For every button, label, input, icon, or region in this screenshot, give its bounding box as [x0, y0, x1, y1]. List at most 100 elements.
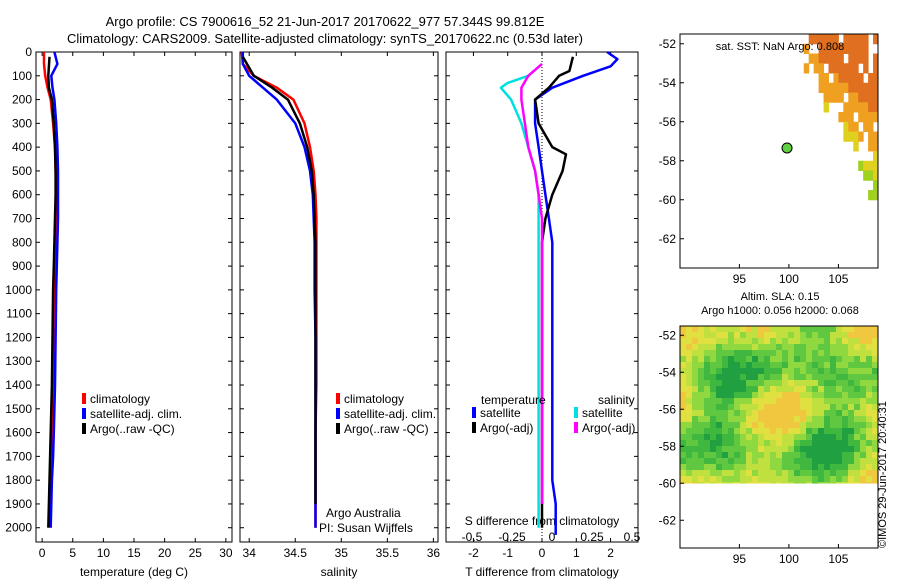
sla-cell: [704, 422, 711, 429]
sst-cell: [843, 131, 849, 142]
sla-cell: [860, 386, 867, 393]
sla-cell: [686, 380, 693, 387]
sla-cell: [734, 476, 741, 483]
sla-cell: [716, 368, 723, 375]
sla-cell: [734, 470, 741, 477]
salinity-xtick-label: 35.5: [376, 546, 400, 560]
sla-cell: [716, 350, 723, 357]
sla-cell: [734, 326, 741, 333]
sla-cell: [800, 476, 807, 483]
sst-cell: [813, 34, 820, 45]
sla-cell: [806, 332, 813, 339]
salinity-legend-swatch: [336, 393, 340, 404]
sla-cell: [872, 332, 879, 339]
sla-cell: [836, 464, 843, 471]
sla-cell: [824, 452, 831, 459]
sla-cell: [758, 356, 765, 363]
sst-cell: [868, 121, 874, 132]
sla-cell: [704, 344, 711, 351]
sla-cell: [722, 344, 729, 351]
sla-cell: [782, 446, 789, 453]
sla-cell: [800, 410, 807, 417]
sla-cell: [866, 374, 873, 381]
sla-cell: [842, 458, 849, 465]
sst-cell: [823, 82, 829, 93]
sla-cell: [842, 416, 849, 423]
sla-cell: [818, 332, 825, 339]
sla-cell: [698, 434, 705, 441]
sla-cell: [722, 482, 729, 484]
sla-cell: [764, 326, 771, 333]
sst-cell: [838, 92, 844, 103]
sla-cell: [746, 398, 753, 405]
sla-cell: [794, 332, 801, 339]
temperature-xtick-label: 5: [69, 546, 76, 560]
sla-cell: [848, 464, 855, 471]
sla-cell: [704, 392, 711, 399]
depth-tick-label: 1000: [5, 283, 32, 297]
figure-title-line2: Climatology: CARS2009. Satellite-adjuste…: [67, 31, 583, 46]
sst-cell: [863, 160, 869, 171]
sla-cell: [872, 470, 879, 477]
sla-cell: [764, 344, 771, 351]
sla-cell: [680, 470, 687, 477]
pi-annotation: PI: Susan Wijffels: [319, 521, 413, 535]
sla-cell: [716, 380, 723, 387]
sla-cell: [722, 470, 729, 477]
sst-cell: [818, 82, 825, 93]
sla-cell: [710, 410, 717, 417]
difference-axis-label: T difference from climatology: [465, 565, 619, 579]
sla-cell: [770, 338, 777, 345]
sla-cell: [734, 482, 741, 484]
sla-cell: [734, 428, 741, 435]
sla-cell: [788, 464, 795, 471]
sla-cell: [836, 362, 843, 369]
sla-cell: [806, 404, 813, 411]
sla-cell: [818, 350, 825, 357]
sla-cell: [770, 464, 777, 471]
sla-cell: [824, 374, 831, 381]
sla-cell: [854, 404, 861, 411]
sla-cell: [698, 332, 705, 339]
sla-cell: [722, 392, 729, 399]
sla-cell: [872, 410, 879, 417]
sla-map-ytick-label: -58: [659, 439, 677, 453]
sla-cell: [800, 350, 807, 357]
sla-cell: [740, 398, 747, 405]
sla-cell: [692, 446, 699, 453]
sst-cell: [848, 82, 854, 93]
sla-cell: [752, 428, 759, 435]
sla-cell: [830, 422, 837, 429]
sla-cell: [698, 356, 705, 363]
sla-cell: [872, 362, 879, 369]
sla-cell: [842, 428, 849, 435]
sla-cell: [866, 464, 873, 471]
sla-cell: [686, 326, 693, 333]
sla-cell: [782, 464, 789, 471]
temperature-legend-swatch: [82, 393, 86, 404]
sla-cell: [764, 404, 771, 411]
sla-cell: [848, 476, 855, 483]
sla-cell: [806, 446, 813, 453]
sla-map-border: [679, 325, 879, 549]
sla-cell: [860, 368, 867, 375]
sla-cell: [872, 386, 879, 393]
sst-cell: [858, 53, 864, 64]
sla-cell: [686, 476, 693, 483]
sst-cell: [808, 34, 815, 45]
sla-cell: [842, 356, 849, 363]
sla-cell: [740, 416, 747, 423]
sla-cell: [716, 446, 723, 453]
sst-cell: [853, 53, 859, 64]
sst-cell: [868, 190, 874, 201]
sla-cell: [836, 452, 843, 459]
sla-cell: [740, 326, 747, 333]
sst-cell: [858, 131, 864, 142]
sla-cell: [842, 482, 849, 484]
diff-legend-label: Argo(-adj): [480, 421, 533, 435]
sla-cell: [686, 392, 693, 399]
sla-cell: [830, 404, 837, 411]
sla-cell: [872, 440, 879, 447]
sla-cell: [752, 458, 759, 465]
sla-cell: [692, 326, 699, 333]
